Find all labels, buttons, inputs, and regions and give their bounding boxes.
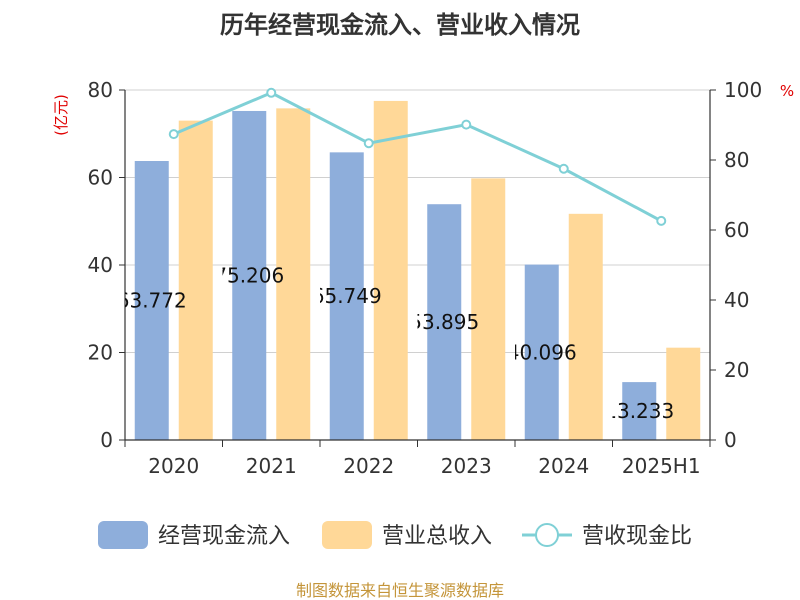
left-tick-label: 60 <box>88 166 113 190</box>
bar-cash-inflow-2023 <box>427 204 462 440</box>
legend-marker-ratio <box>535 523 559 547</box>
chart-title: 历年经营现金流入、营业收入情况 <box>220 11 580 39</box>
bar-revenue-2022 <box>373 100 408 440</box>
data-label-2020: 63.772 <box>117 288 187 312</box>
ratio-line <box>173 91 662 223</box>
legend-label-cash-inflow: 经营现金流入 <box>158 524 290 549</box>
right-tick-label: 0 <box>724 428 737 452</box>
bar-revenue-2025H1 <box>666 347 701 440</box>
ratio-line-series <box>168 87 667 226</box>
footer-source: 制图数据来自恒生聚源数据库 <box>296 581 504 600</box>
data-label-2021: 75.206 <box>214 263 284 287</box>
x-tick-label: 2024 <box>538 454 589 478</box>
right-tick-label: 60 <box>724 218 749 242</box>
data-labels: 63.772 75.206 65.749 53.895 40.096 13.233 <box>117 263 674 423</box>
bar-cash-inflow-2021 <box>232 110 267 440</box>
bar-cash-inflow-2025H1 <box>622 382 657 440</box>
left-tick-label: 40 <box>88 253 113 277</box>
right-tick-label: 40 <box>724 288 749 312</box>
axes: 0 20 40 60 80 0 20 40 60 80 100 2020 2021 2022 2023 202… <box>88 78 763 478</box>
bar-cash-inflow-2024 <box>524 264 559 440</box>
legend-swatch-cash-inflow <box>98 521 148 549</box>
ratio-point-2023 <box>461 119 472 130</box>
bar-revenue-2023 <box>471 178 506 440</box>
left-tick-label: 20 <box>88 341 113 365</box>
legend-label-revenue: 营业总收入 <box>382 524 492 549</box>
bar-cash-inflow-2020 <box>134 160 169 440</box>
x-tick-label: 2025H1 <box>622 454 701 478</box>
bar-revenue-2024 <box>568 213 603 440</box>
data-label-2022: 65.749 <box>312 284 382 308</box>
ratio-point-2020 <box>168 129 179 140</box>
ratio-point-2024 <box>558 163 569 174</box>
left-axis-unit: (亿元) <box>52 94 70 136</box>
x-tick-label: 2022 <box>343 454 394 478</box>
x-tick-label: 2023 <box>441 454 492 478</box>
data-label-2025H1: 13.233 <box>604 399 674 423</box>
legend-swatch-revenue <box>322 521 372 549</box>
data-label-2023: 53.895 <box>409 310 479 334</box>
bars <box>134 100 701 440</box>
bar-revenue-2020 <box>178 120 213 440</box>
bar-cash-inflow-2022 <box>329 152 364 440</box>
bar-revenue-2021 <box>276 108 311 440</box>
data-label-2024: 40.096 <box>507 340 577 364</box>
left-tick-label: 0 <box>100 428 113 452</box>
ratio-point-2025H1 <box>656 215 667 226</box>
x-tick-label: 2020 <box>148 454 199 478</box>
right-tick-label: 80 <box>724 148 749 172</box>
legend-label-ratio: 营收现金比 <box>582 524 692 549</box>
x-tick-label: 2021 <box>246 454 297 478</box>
right-tick-label: 100 <box>724 78 762 102</box>
legend: 经营现金流入 营业总收入 营收现金比 <box>98 521 692 549</box>
right-axis-unit: % <box>780 82 794 100</box>
grid-lines <box>125 89 710 353</box>
right-tick-label: 20 <box>724 358 749 382</box>
ratio-point-2021 <box>266 87 277 98</box>
ratio-point-2022 <box>363 138 374 149</box>
left-tick-label: 80 <box>88 78 113 102</box>
